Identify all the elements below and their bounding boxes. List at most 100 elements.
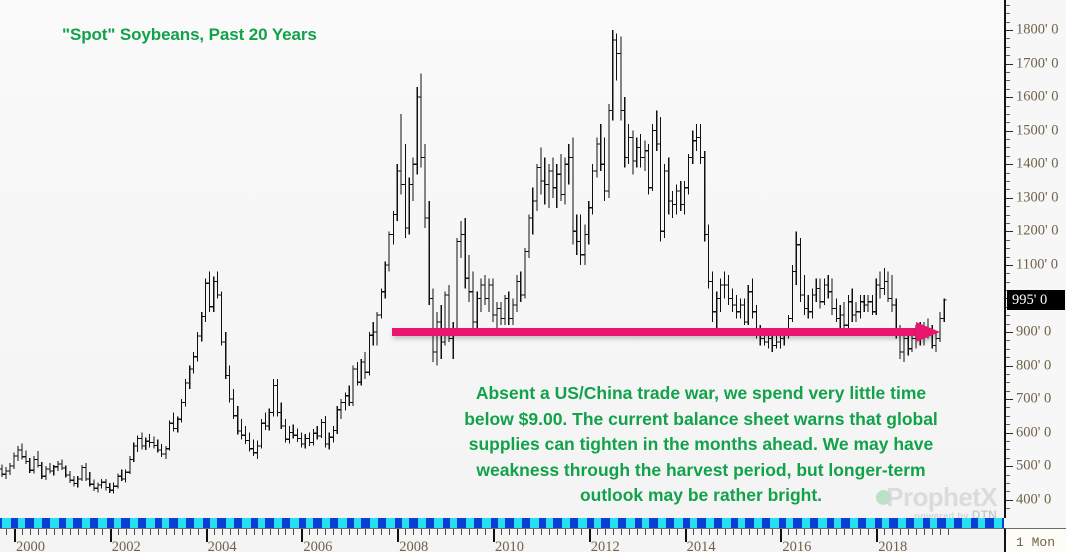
last-price-badge: 995' 0 — [1007, 290, 1065, 311]
price-axis-minor-tick — [1006, 46, 1010, 48]
price-axis-minor-tick — [1006, 172, 1010, 174]
time-axis-major-tick — [397, 529, 400, 542]
time-axis-minor-tick — [485, 529, 486, 535]
time-axis-minor-tick — [732, 529, 734, 535]
annotation-line-1: Absent a US/China trade war, we spend ve… — [475, 383, 927, 403]
time-axis-minor-tick — [580, 529, 582, 535]
time-axis-major-tick — [493, 529, 495, 542]
price-axis-minor-tick — [1006, 424, 1010, 426]
price-axis-minor-tick — [1006, 415, 1010, 417]
scroll-strip-segment — [306, 518, 313, 528]
price-axis-label: 1300' 0 — [1016, 189, 1059, 206]
time-axis-minor-tick — [269, 529, 271, 535]
time-axis-minor-tick — [596, 529, 598, 535]
support-line-annotation[interactable] — [392, 327, 917, 336]
time-axis-minor-tick — [948, 529, 950, 535]
time-axis-minor-tick — [285, 529, 287, 535]
price-axis-major-tick — [1006, 97, 1013, 99]
price-axis-minor-tick — [1006, 248, 1010, 250]
time-axis-minor-tick — [556, 529, 558, 535]
price-axis-major-tick — [1006, 130, 1013, 132]
interval-label: 1 Mon — [1016, 535, 1056, 550]
scroll-strip-segment — [178, 518, 186, 528]
scroll-strip-segment — [386, 518, 395, 528]
time-axis-minor-tick — [405, 529, 407, 535]
price-axis-minor-tick — [1006, 373, 1010, 375]
price-axis-minor-tick — [1006, 71, 1010, 73]
scroll-strip-segment — [722, 518, 731, 528]
time-axis-minor-tick — [453, 529, 455, 535]
time-axis-major-tick — [684, 529, 687, 542]
scroll-strip-segment — [34, 518, 42, 528]
scroll-strip-segment — [562, 518, 570, 528]
time-axis-major-tick — [301, 529, 304, 542]
scroll-strip-segment — [546, 518, 553, 528]
time-axis-minor-tick — [173, 529, 175, 535]
time-axis-minor-tick — [197, 529, 199, 535]
scroll-strip-segment — [946, 518, 954, 528]
time-axis-minor-tick — [125, 529, 127, 535]
price-axis-minor-tick — [1006, 13, 1010, 15]
scroll-strip-segment — [802, 518, 810, 528]
scroll-strip-segment — [450, 518, 457, 528]
scroll-strip-segment — [770, 518, 779, 528]
time-axis-minor-tick — [668, 529, 670, 535]
price-axis-minor-tick — [1006, 4, 1010, 6]
time-axis-minor-tick — [509, 529, 510, 535]
horizontal-scroll-strip[interactable] — [0, 518, 1004, 528]
price-chart-plot-area[interactable] — [0, 0, 1004, 518]
scroll-strip-segment — [786, 518, 793, 528]
time-axis-label: 2016 — [782, 539, 812, 552]
price-axis-label: 1200' 0 — [1016, 222, 1059, 239]
price-axis-minor-tick — [1006, 55, 1010, 57]
time-axis-minor-tick — [341, 529, 343, 535]
price-axis-label: 1500' 0 — [1016, 122, 1059, 139]
time-axis-minor-tick — [261, 529, 263, 535]
time-axis-minor-tick — [309, 529, 311, 535]
time-axis-minor-tick — [61, 529, 63, 535]
time-axis[interactable]: 2000 2002 2004 2006 2008 2010 2012 2014 2016 2018 — [0, 528, 1004, 552]
scroll-strip-segment — [466, 518, 474, 528]
scroll-strip-segment — [434, 518, 443, 528]
scroll-strip-segment — [850, 518, 858, 528]
price-axis-minor-tick — [1006, 441, 1010, 442]
price-axis-minor-tick — [1006, 21, 1010, 23]
scroll-strip-segment — [818, 518, 827, 528]
price-axis-minor-tick — [1006, 147, 1010, 149]
price-axis[interactable]: 1800' 0 1700' 0 1600' 0 1500' 0 1400' 0 1300'… — [1004, 0, 1066, 518]
time-axis-label: 2018 — [878, 539, 908, 552]
time-axis-minor-tick — [117, 529, 119, 535]
time-axis-minor-tick — [38, 529, 39, 535]
support-line-arrowhead-icon — [915, 321, 940, 342]
scroll-strip-end-cap — [1004, 518, 1066, 528]
time-axis-minor-tick — [85, 529, 87, 535]
time-axis-minor-tick — [628, 529, 630, 535]
time-axis-minor-tick — [748, 529, 750, 535]
scroll-strip-segment — [930, 518, 937, 528]
time-axis-minor-tick — [788, 529, 790, 535]
time-axis-minor-tick — [349, 529, 351, 535]
scroll-strip-segment — [210, 518, 217, 528]
price-axis-minor-tick — [1006, 407, 1010, 409]
time-axis-minor-tick — [381, 529, 383, 535]
time-axis-label: 2012 — [590, 539, 620, 552]
scroll-strip-segment — [578, 518, 587, 528]
price-axis-minor-tick — [1006, 449, 1010, 451]
time-axis-minor-tick — [245, 529, 247, 535]
time-axis-minor-tick — [652, 529, 654, 535]
chart-commentary-annotation: Absent a US/China trade war, we spend ve… — [404, 381, 998, 509]
time-axis-minor-tick — [445, 529, 447, 535]
interval-indicator-box[interactable]: 1 Mon — [1004, 528, 1066, 552]
time-axis-minor-tick — [357, 529, 359, 535]
price-axis-minor-tick — [1006, 113, 1010, 115]
scroll-strip-segment — [626, 518, 635, 528]
time-axis-minor-tick — [373, 529, 375, 535]
time-axis-minor-tick — [157, 529, 159, 535]
time-axis-minor-tick — [333, 529, 335, 535]
scroll-strip-segment — [98, 518, 107, 528]
scroll-strip-segment — [130, 518, 138, 528]
scroll-strip-segment — [642, 518, 649, 528]
price-axis-label: 1700' 0 — [1016, 55, 1059, 71]
time-axis-minor-tick — [860, 529, 862, 535]
price-axis-minor-tick — [1006, 155, 1010, 157]
